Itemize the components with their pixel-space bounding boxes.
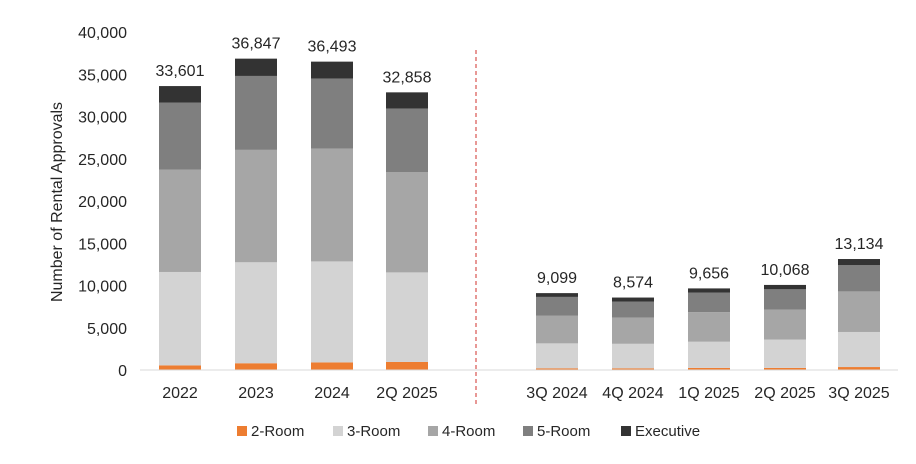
bar-segment-executive bbox=[764, 284, 806, 290]
bar-segment-5-room bbox=[688, 292, 730, 313]
legend-label: Executive bbox=[635, 423, 700, 440]
bar-segment-4-room bbox=[612, 317, 654, 344]
x-tick-label: 2022 bbox=[162, 385, 198, 402]
y-tick-label: 5,000 bbox=[87, 321, 127, 338]
bar-segment-4-room bbox=[838, 291, 880, 332]
bars bbox=[159, 58, 880, 370]
total-data-label: 8,574 bbox=[613, 275, 653, 292]
bar-segment-4-room bbox=[536, 315, 578, 344]
bar-segment-4-room bbox=[688, 312, 730, 342]
total-data-label: 32,858 bbox=[383, 69, 432, 86]
legend-swatch-3-room bbox=[333, 426, 343, 436]
bar-segment-3-room bbox=[612, 343, 654, 369]
legend-swatch-5-room bbox=[523, 426, 533, 436]
bar-segment-executive bbox=[536, 293, 578, 297]
legend-swatch-2-room bbox=[237, 426, 247, 436]
bar-segment-5-room bbox=[386, 108, 428, 173]
legend-label: 2-Room bbox=[251, 423, 304, 440]
bar-segment-4-room bbox=[386, 172, 428, 273]
bar-segment-executive bbox=[838, 259, 880, 266]
x-tick-label: 2Q 2025 bbox=[754, 385, 815, 402]
bar-segment-2-room bbox=[612, 368, 654, 370]
bar-segment-5-room bbox=[612, 301, 654, 318]
bar-segment-4-room bbox=[311, 148, 353, 262]
x-tick-label: 3Q 2025 bbox=[828, 385, 889, 402]
bar-segment-executive bbox=[311, 61, 353, 79]
bar-segment-executive bbox=[235, 58, 277, 76]
bar-segment-3-room bbox=[159, 271, 201, 366]
bar-segment-3-room bbox=[386, 272, 428, 362]
x-tick-label: 2Q 2025 bbox=[376, 385, 437, 402]
bar-segment-3-room bbox=[688, 341, 730, 368]
legend-label: 4-Room bbox=[442, 423, 495, 440]
y-axis-label: Number of Rental Approvals bbox=[49, 102, 66, 302]
x-axis-ticks: 2022 2023 2024 2Q 2025 3Q 2024 4Q 2024 1Q 2025… bbox=[162, 385, 890, 402]
total-data-label: 10,068 bbox=[761, 262, 810, 279]
total-labels: 33,601 36,847 36,493 32,858 9,099 8,574 9,656 1… bbox=[156, 36, 884, 292]
y-tick-label: 30,000 bbox=[78, 110, 127, 127]
bar-segment-executive bbox=[386, 92, 428, 109]
bar-segment-5-room bbox=[764, 289, 806, 310]
x-tick-label: 2024 bbox=[314, 385, 350, 402]
bar-segment-3-room bbox=[764, 339, 806, 368]
y-axis-ticks: 0 5,000 10,000 15,000 20,000 25,000 30,000 35,0… bbox=[78, 25, 127, 380]
bar-segment-3-room bbox=[838, 331, 880, 368]
bar-segment-4-room bbox=[764, 309, 806, 340]
bar-segment-2-room bbox=[764, 367, 806, 370]
total-data-label: 9,656 bbox=[689, 265, 729, 282]
total-data-label: 36,493 bbox=[308, 39, 357, 56]
bar-segment-4-room bbox=[235, 149, 277, 263]
legend-label: 3-Room bbox=[347, 423, 400, 440]
total-data-label: 36,847 bbox=[232, 36, 281, 53]
bar-segment-4-room bbox=[159, 169, 201, 272]
bar-segment-2-room bbox=[159, 365, 201, 370]
bar-segment-2-room bbox=[311, 362, 353, 370]
x-tick-label: 1Q 2025 bbox=[678, 385, 739, 402]
bar-segment-5-room bbox=[235, 75, 277, 150]
y-tick-label: 10,000 bbox=[78, 279, 127, 296]
legend-label: 5-Room bbox=[537, 423, 590, 440]
legend: 2-Room 3-Room 4-Room 5-Room Executive bbox=[237, 423, 700, 440]
bar-segment-2-room bbox=[838, 367, 880, 370]
y-tick-label: 25,000 bbox=[78, 152, 127, 169]
y-tick-label: 15,000 bbox=[78, 236, 127, 253]
bar-segment-3-room bbox=[311, 261, 353, 363]
bar-segment-executive bbox=[612, 297, 654, 302]
x-tick-label: 4Q 2024 bbox=[602, 385, 663, 402]
total-data-label: 9,099 bbox=[537, 270, 577, 287]
bar-segment-executive bbox=[159, 86, 201, 103]
x-tick-label: 2023 bbox=[238, 385, 274, 402]
bar-segment-5-room bbox=[159, 102, 201, 170]
bar-segment-2-room bbox=[536, 368, 578, 370]
bar-segment-3-room bbox=[235, 262, 277, 364]
bar-segment-5-room bbox=[311, 78, 353, 149]
legend-swatch-4-room bbox=[428, 426, 438, 436]
bar-segment-3-room bbox=[536, 343, 578, 369]
bar-segment-2-room bbox=[688, 367, 730, 370]
bar-segment-executive bbox=[688, 288, 730, 293]
bar-segment-5-room bbox=[536, 296, 578, 316]
total-data-label: 13,134 bbox=[835, 236, 884, 253]
legend-swatch-executive bbox=[621, 426, 631, 436]
bar-segment-2-room bbox=[235, 363, 277, 370]
bar-segment-5-room bbox=[838, 265, 880, 292]
y-tick-label: 40,000 bbox=[78, 25, 127, 42]
bar-segment-2-room bbox=[386, 361, 428, 370]
total-data-label: 33,601 bbox=[156, 63, 205, 80]
y-tick-label: 0 bbox=[118, 363, 127, 380]
x-tick-label: 3Q 2024 bbox=[526, 385, 587, 402]
y-tick-label: 35,000 bbox=[78, 67, 127, 84]
y-tick-label: 20,000 bbox=[78, 194, 127, 211]
